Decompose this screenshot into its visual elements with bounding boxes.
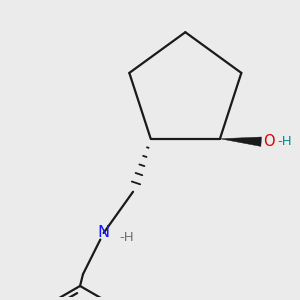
Text: O: O [262,134,274,149]
Polygon shape [220,137,262,146]
Text: -H: -H [278,135,292,148]
Text: N: N [98,226,110,241]
Text: -H: -H [120,231,134,244]
